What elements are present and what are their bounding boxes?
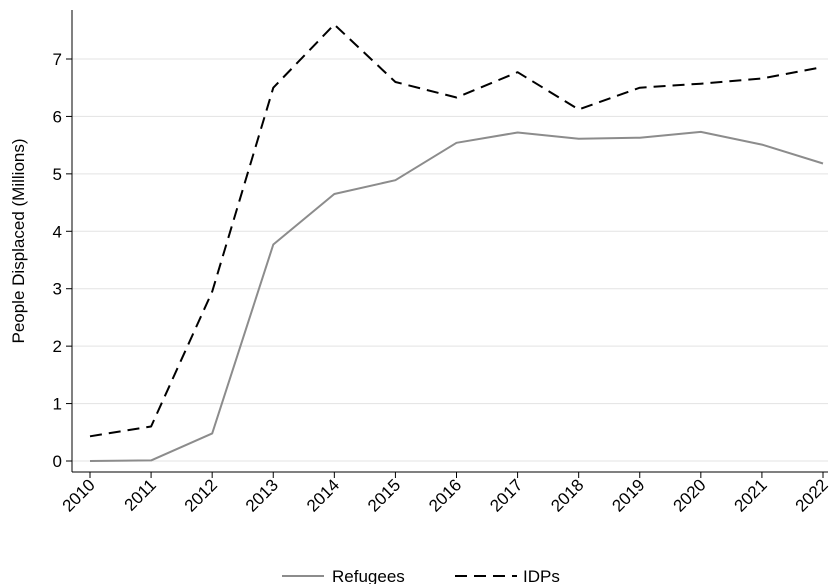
x-tick-label: 2020 bbox=[669, 475, 709, 515]
x-tick-label: 2022 bbox=[792, 475, 832, 515]
y-axis-title: People Displaced (Millions) bbox=[9, 138, 28, 343]
y-tick-label: 2 bbox=[53, 337, 62, 356]
y-ticks: 0 1 2 3 4 5 6 7 bbox=[53, 50, 72, 471]
axes bbox=[71, 10, 828, 473]
y-tick-label: 4 bbox=[53, 222, 62, 241]
series-lines bbox=[89, 23, 824, 462]
y-tick-label: 5 bbox=[53, 165, 62, 184]
legend: Refugees IDPs bbox=[282, 567, 560, 584]
x-tick-label: 2010 bbox=[59, 475, 99, 515]
x-tick-label: 2019 bbox=[608, 475, 648, 515]
x-tick-label: 2011 bbox=[121, 475, 160, 514]
y-tick-label: 0 bbox=[53, 452, 62, 471]
x-tick-label: 2017 bbox=[486, 475, 526, 515]
x-tick-label: 2014 bbox=[303, 475, 343, 515]
x-ticks: 2010 2011 2012 2013 2014 2015 2016 2017 2018 2019… bbox=[59, 472, 832, 516]
x-tick-label: 2016 bbox=[425, 475, 465, 515]
x-tick-label: 2012 bbox=[181, 475, 221, 515]
x-tick-label: 2013 bbox=[242, 475, 282, 515]
series-line-idps bbox=[89, 23, 824, 438]
x-tick-label: 2018 bbox=[547, 475, 587, 515]
y-tick-label: 7 bbox=[53, 50, 62, 69]
legend-label-refugees: Refugees bbox=[332, 567, 405, 584]
y-tick-label: 1 bbox=[53, 395, 62, 414]
x-tick-label: 2021 bbox=[731, 475, 771, 515]
y-tick-label: 6 bbox=[53, 107, 62, 126]
series-line-refugees bbox=[89, 130, 824, 462]
y-tick-label: 3 bbox=[53, 280, 62, 299]
gridlines bbox=[72, 58, 828, 462]
x-tick-label: 2015 bbox=[364, 475, 404, 515]
legend-label-idps: IDPs bbox=[523, 567, 560, 584]
